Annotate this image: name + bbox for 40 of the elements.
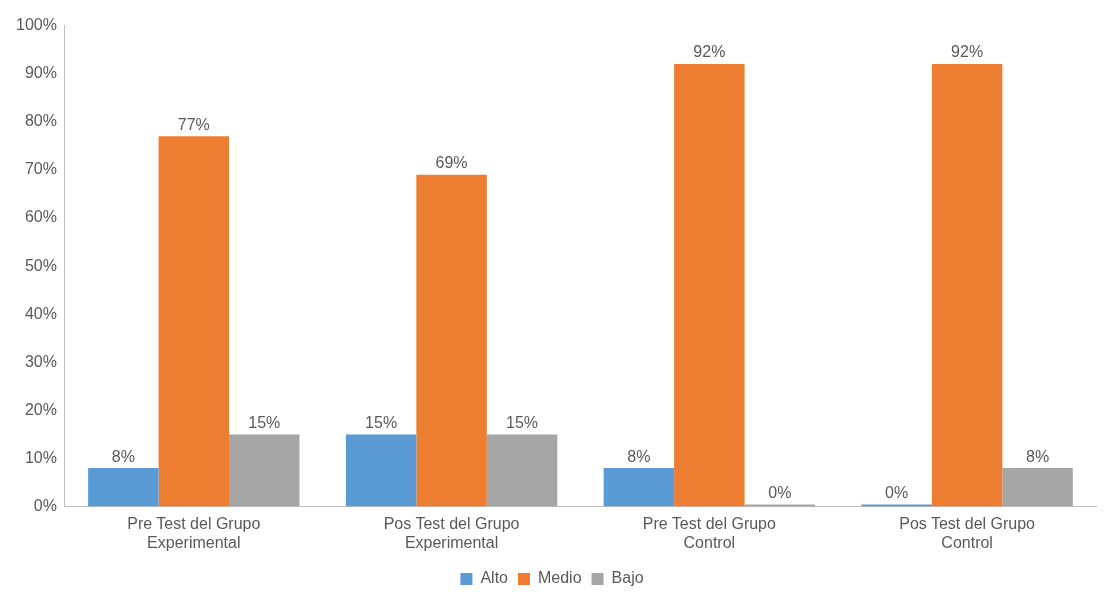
data-label: 92% (951, 43, 984, 61)
bar (229, 434, 300, 507)
y-tick-label: 50% (24, 256, 57, 274)
bar (158, 136, 230, 507)
data-label: 8% (111, 447, 135, 465)
legend-label: Bajo (611, 569, 644, 587)
y-tick-label: 70% (24, 160, 57, 178)
bar (345, 434, 417, 507)
data-label: 0% (768, 484, 792, 502)
data-label: 8% (627, 447, 651, 465)
data-label: 0% (885, 484, 909, 502)
data-label: 15% (365, 413, 398, 431)
y-tick-label: 80% (24, 112, 57, 130)
y-tick-label: 40% (24, 304, 57, 322)
bar (931, 64, 1003, 507)
bar (674, 64, 745, 507)
y-tick-label: 100% (16, 16, 57, 34)
data-label: 15% (248, 413, 281, 431)
data-label: 15% (506, 413, 539, 431)
x-tick-label: Pos Test del Grupo Experimental (383, 514, 520, 551)
data-label: 8% (1026, 447, 1050, 465)
legend-label: Alto (480, 569, 509, 587)
x-tick-label: Pos Test del Grupo Control (899, 514, 1036, 551)
y-tick-label: 30% (24, 352, 57, 370)
x-tick-label: Pre Test del Grupo Control (642, 514, 776, 551)
data-label: 69% (435, 154, 468, 172)
y-tick-label: 0% (33, 497, 57, 515)
x-tick-label: Pre Test del Grupo Experimental (127, 514, 261, 551)
y-tick-label: 90% (24, 64, 57, 82)
data-label: 77% (177, 115, 210, 133)
y-tick-label: 60% (24, 208, 57, 226)
bar (1002, 468, 1073, 507)
bar (88, 468, 159, 507)
bar (603, 468, 675, 507)
y-tick-label: 10% (24, 448, 57, 466)
data-label: 92% (693, 43, 726, 61)
bar (416, 174, 487, 507)
bar (486, 434, 558, 507)
y-tick-label: 20% (24, 400, 57, 418)
legend-label: Medio (537, 569, 582, 587)
